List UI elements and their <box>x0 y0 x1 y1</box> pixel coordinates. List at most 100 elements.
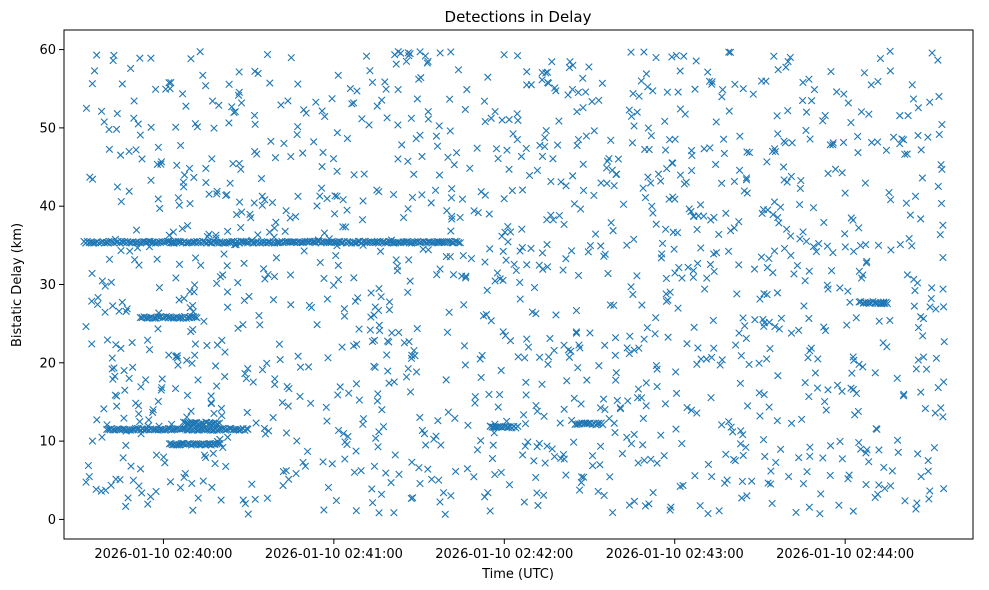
data-point <box>211 362 220 370</box>
data-point <box>836 284 844 292</box>
data-point <box>806 135 814 143</box>
data-point <box>919 353 928 361</box>
data-point <box>735 261 743 269</box>
data-point <box>640 335 648 343</box>
data-point <box>157 160 165 168</box>
data-point <box>574 88 583 97</box>
data-point <box>724 247 733 256</box>
data-point <box>458 195 467 203</box>
data-point <box>844 99 853 107</box>
data-point <box>772 458 780 467</box>
data-point <box>934 182 942 191</box>
y-axis-ticks: 0 10 20 30 40 50 60 <box>39 43 64 528</box>
data-point <box>840 90 848 98</box>
data-point <box>903 271 912 279</box>
data-point <box>331 192 339 200</box>
data-point <box>136 417 144 426</box>
data-point <box>867 81 875 89</box>
data-point <box>306 399 315 408</box>
data-point <box>501 228 509 236</box>
data-point <box>193 314 201 322</box>
data-point <box>827 266 836 275</box>
data-point <box>418 191 426 199</box>
data-point <box>234 324 242 332</box>
data-point <box>743 492 751 500</box>
data-point <box>323 194 331 203</box>
data-point <box>366 66 374 75</box>
data-point <box>728 428 737 436</box>
data-point <box>833 381 842 389</box>
data-point <box>913 499 921 507</box>
data-point <box>611 333 620 342</box>
data-point <box>121 502 130 511</box>
data-point <box>217 404 226 413</box>
data-point <box>427 475 436 484</box>
data-point <box>144 500 152 508</box>
data-point <box>676 482 684 491</box>
data-point <box>333 129 342 137</box>
data-point <box>926 487 934 495</box>
data-point <box>638 301 646 309</box>
data-point <box>635 92 643 100</box>
data-point <box>248 480 256 488</box>
data-point <box>188 359 196 367</box>
data-point <box>263 494 272 502</box>
data-point <box>932 305 940 313</box>
data-point <box>765 254 773 263</box>
data-point <box>442 376 450 384</box>
data-point <box>917 146 925 154</box>
data-point <box>284 475 293 484</box>
data-point <box>775 325 784 333</box>
data-point <box>579 160 587 168</box>
data-point <box>151 85 160 94</box>
data-point <box>924 456 932 465</box>
data-point <box>765 318 774 326</box>
data-point <box>258 192 266 200</box>
data-point <box>487 114 495 122</box>
data-point <box>667 503 675 511</box>
data-point <box>691 85 699 93</box>
data-point <box>153 255 161 263</box>
data-point <box>533 166 542 175</box>
data-point <box>824 386 832 394</box>
data-point <box>375 284 383 293</box>
data-point <box>407 114 416 122</box>
data-point <box>542 126 550 135</box>
data-point <box>374 390 382 398</box>
data-point <box>851 411 859 419</box>
data-point <box>120 414 128 422</box>
data-point <box>211 459 219 468</box>
data-point <box>251 120 259 128</box>
y-tick-label: 50 <box>39 121 56 136</box>
data-point <box>506 337 515 345</box>
data-point <box>156 204 164 213</box>
data-point <box>770 145 779 153</box>
data-point <box>286 214 294 222</box>
data-point <box>93 300 102 309</box>
data-point <box>514 353 522 361</box>
data-point <box>653 365 661 373</box>
data-point <box>572 329 581 337</box>
data-point <box>359 414 368 423</box>
data-point <box>874 490 882 499</box>
data-point <box>254 69 262 78</box>
data-point <box>814 239 823 248</box>
data-point <box>244 425 252 434</box>
data-point <box>543 263 552 271</box>
data-point <box>824 169 832 178</box>
data-point <box>715 507 723 515</box>
data-point <box>486 507 494 515</box>
data-point <box>396 49 405 57</box>
data-point <box>893 374 901 382</box>
data-point <box>365 121 373 129</box>
data-point <box>323 295 332 303</box>
data-point <box>784 472 793 481</box>
data-point <box>937 160 945 169</box>
data-point <box>121 386 129 394</box>
data-point <box>630 122 638 130</box>
data-point <box>518 243 527 252</box>
data-point <box>108 365 116 373</box>
data-point <box>136 54 144 62</box>
data-point <box>523 261 531 269</box>
data-point <box>807 97 816 105</box>
